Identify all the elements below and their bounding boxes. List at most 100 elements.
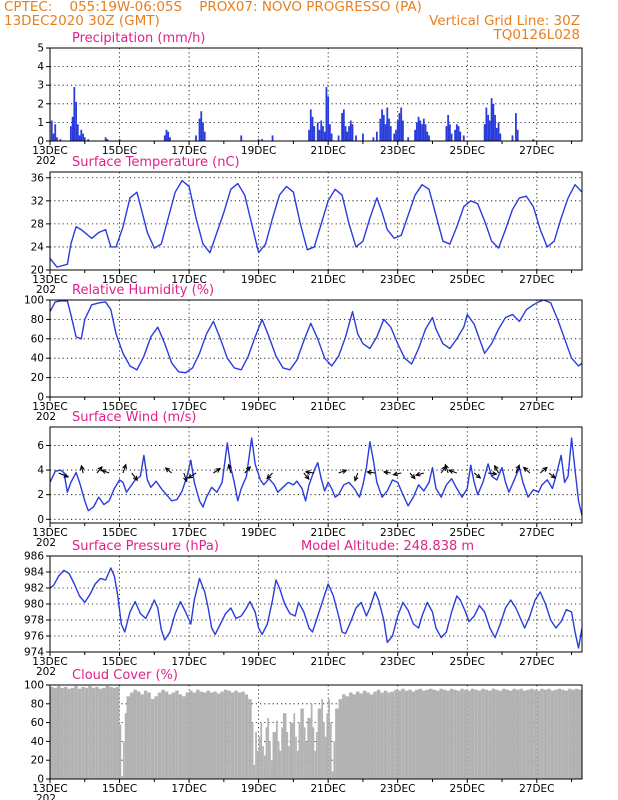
precip-bar <box>483 124 486 141</box>
precip-bar <box>240 135 243 141</box>
cloud-bar <box>498 690 503 779</box>
x-tick-label: 21DEC <box>310 274 345 286</box>
cloud-bar <box>366 692 370 779</box>
cloud-bar <box>223 689 228 779</box>
cloud-bar <box>543 689 548 779</box>
cloud-bar <box>390 691 395 779</box>
precip-bar <box>320 120 323 141</box>
cloud-bar <box>202 692 207 779</box>
cloud-bar <box>307 717 311 779</box>
precip-bar <box>50 120 53 141</box>
y-tick-label: 0 <box>37 392 44 404</box>
precip-bar <box>200 111 203 141</box>
cloud-bar <box>456 690 461 779</box>
cloud-bar <box>328 699 330 779</box>
x-tick-label: 27DEC <box>519 401 554 413</box>
cloud-bar <box>244 694 249 779</box>
y-tick-label: 40 <box>31 736 44 748</box>
x-tick-label: 15DEC <box>102 656 137 668</box>
precip-bar <box>169 137 171 141</box>
x-tick-label: 23DEC <box>380 527 415 539</box>
precip-bar <box>167 131 170 141</box>
cloud-bar <box>263 755 266 779</box>
precip-bar <box>393 133 396 141</box>
x-tick-label: 19DEC <box>241 783 276 795</box>
x-tick-label: 17DEC <box>171 527 206 539</box>
x-tick-label: 27DEC <box>519 527 554 539</box>
panel-4: 974 976 978 980 982 984 986 13DEC 15DEC 17DEC 19DE… <box>24 539 583 678</box>
precip-bar <box>492 103 495 141</box>
x-tick-label: 15DEC <box>102 783 137 795</box>
cloud-bar <box>279 750 282 779</box>
x-year-label: 202 <box>36 537 56 549</box>
precip-bar <box>163 135 166 141</box>
wind-arrow <box>447 469 458 474</box>
cloud-bar <box>253 764 256 779</box>
wind-arrow-shaft <box>96 466 103 474</box>
precip-bar <box>462 135 465 141</box>
cloud-bar <box>460 688 464 779</box>
wind-arrow-head <box>447 469 454 474</box>
plot-area <box>50 567 582 649</box>
wind-arrow-head <box>542 466 548 472</box>
precip-bar <box>311 116 314 141</box>
wind-arrow <box>414 471 424 477</box>
precip-bar <box>73 87 76 141</box>
precip-bar <box>69 126 72 141</box>
cloud-bar <box>270 760 273 779</box>
precip-bar <box>203 131 206 141</box>
cloud-bar <box>295 736 297 779</box>
wind-arrow-head <box>187 473 193 479</box>
cloud-bar <box>326 713 329 779</box>
cloud-bar <box>258 736 261 779</box>
series-line <box>50 567 582 649</box>
cloud-bar <box>338 699 343 779</box>
precip-bar <box>346 131 349 141</box>
cloud-bar <box>362 690 367 779</box>
wind-arrow-head <box>304 474 310 481</box>
x-year-label: 202 <box>36 284 56 296</box>
cloud-bar <box>102 687 106 779</box>
cloud-bar <box>272 732 277 779</box>
wind-arrow-head <box>444 463 449 470</box>
wind-arrow <box>473 472 482 479</box>
cloud-bar <box>463 689 468 779</box>
station-info: CPTEC: 055:19W-06:05S PROX07: NOVO PROGR… <box>4 0 422 15</box>
cloud-bar <box>505 689 509 779</box>
x-tick-label: 21DEC <box>310 401 345 413</box>
wind-arrow <box>122 463 127 474</box>
cloud-bar <box>154 696 158 779</box>
wind-arrow-head <box>515 464 520 470</box>
precip-bar <box>372 137 375 141</box>
x-tick-label: 27DEC <box>519 274 554 286</box>
y-tick-label: 6 <box>37 440 44 452</box>
wind-arrow-shaft <box>515 465 520 474</box>
precip-bar <box>195 135 197 141</box>
precip-bar <box>389 126 392 141</box>
y-tick-label: 28 <box>31 218 44 230</box>
x-tick-label: 13DEC <box>32 401 67 413</box>
wind-arrow-shaft <box>58 472 69 478</box>
x-tick-label: 15DEC <box>102 145 137 157</box>
y-tick-label: 0 <box>37 136 44 148</box>
precip-bar <box>257 139 260 141</box>
wind-arrow <box>353 472 359 482</box>
wind-arrow-head <box>304 469 311 475</box>
cloud-bar <box>322 722 325 779</box>
y-tick-label: 20 <box>31 265 44 277</box>
precip-bar <box>327 96 330 141</box>
precip-bar <box>344 126 347 141</box>
cloud-bar <box>373 691 377 779</box>
cloud-bar <box>196 689 200 779</box>
panel-title: Relative Humidity (%) <box>72 283 214 298</box>
x-tick-label: 23DEC <box>380 145 415 157</box>
precip-bar <box>76 124 79 141</box>
x-tick-label: 17DEC <box>171 656 206 668</box>
wind-arrow-shaft <box>244 466 251 474</box>
precip-bar <box>54 124 57 141</box>
precip-bar <box>106 139 109 141</box>
x-tick-label: 15DEC <box>102 401 137 413</box>
cloud-bar <box>536 690 541 779</box>
precip-bar <box>396 120 399 141</box>
y-tick-label: 2 <box>37 489 44 501</box>
